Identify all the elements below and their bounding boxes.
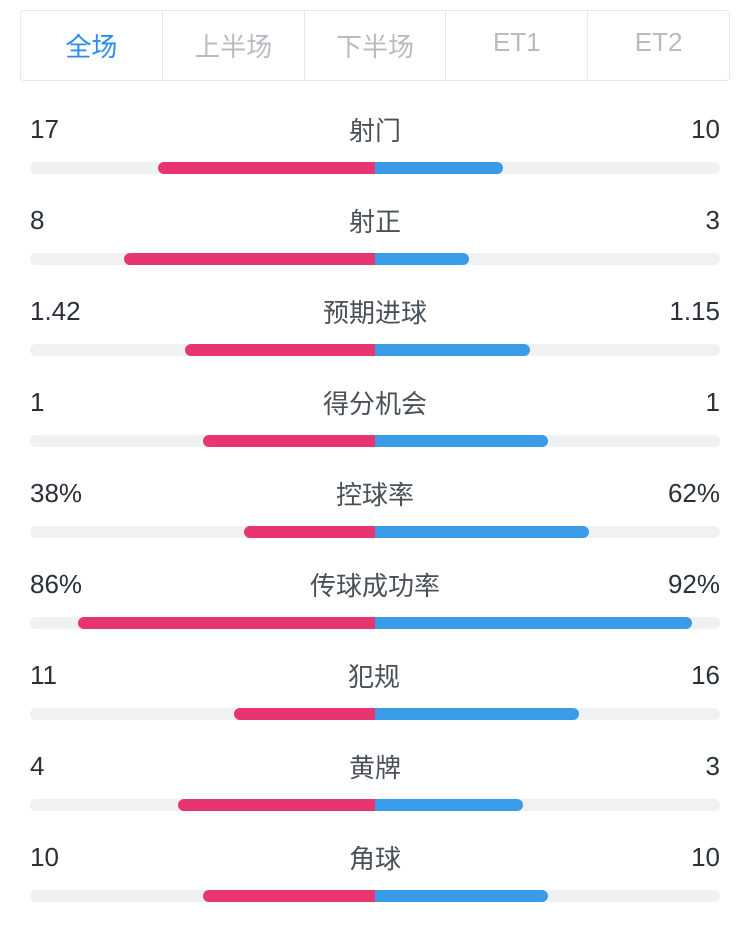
stat-header: 8 射正 3: [30, 202, 720, 239]
stat-bar-track: [30, 526, 720, 538]
stat-bar-left: [178, 799, 375, 811]
stat-row: 38% 控球率 62%: [30, 475, 720, 538]
stat-bar-track: [30, 617, 720, 629]
stat-value-right: 1.15: [669, 296, 720, 327]
stat-header: 17 射门 10: [30, 111, 720, 148]
stat-bar-left: [158, 162, 375, 174]
stat-value-right: 1: [706, 387, 720, 418]
stat-bar-track: [30, 253, 720, 265]
stat-bar-left: [203, 435, 376, 447]
stat-value-left: 4: [30, 751, 44, 782]
stat-bar-right: [375, 799, 523, 811]
stat-bar-right: [375, 435, 548, 447]
stat-bar-track: [30, 162, 720, 174]
stat-header: 10 角球 10: [30, 839, 720, 876]
stat-value-right: 10: [691, 842, 720, 873]
stat-label: 预期进球: [323, 293, 427, 330]
tab-4[interactable]: ET2: [588, 11, 729, 80]
stat-value-right: 92%: [668, 569, 720, 600]
stat-bar-track: [30, 344, 720, 356]
stat-value-right: 16: [691, 660, 720, 691]
stat-label: 黄牌: [349, 748, 401, 785]
stat-bar-left: [78, 617, 375, 629]
stat-bar-right: [375, 253, 469, 265]
stat-label: 控球率: [336, 475, 414, 512]
stat-row: 17 射门 10: [30, 111, 720, 174]
stat-bar-right: [375, 617, 692, 629]
stat-bar-right: [375, 526, 589, 538]
stat-header: 4 黄牌 3: [30, 748, 720, 785]
stat-value-left: 86%: [30, 569, 82, 600]
stat-header: 1.42 预期进球 1.15: [30, 293, 720, 330]
stat-bar-right: [375, 162, 503, 174]
tab-3[interactable]: ET1: [446, 11, 588, 80]
stat-bar-right: [375, 890, 548, 902]
stat-bar-track: [30, 799, 720, 811]
stat-label: 传球成功率: [310, 566, 440, 603]
tab-2[interactable]: 下半场: [305, 11, 447, 80]
stat-header: 86% 传球成功率 92%: [30, 566, 720, 603]
stat-value-left: 10: [30, 842, 59, 873]
stat-bar-track: [30, 890, 720, 902]
stat-row: 11 犯规 16: [30, 657, 720, 720]
tab-1[interactable]: 上半场: [163, 11, 305, 80]
stat-value-left: 1.42: [30, 296, 81, 327]
stat-header: 38% 控球率 62%: [30, 475, 720, 512]
stat-label: 得分机会: [323, 384, 427, 421]
stat-value-right: 62%: [668, 478, 720, 509]
stat-header: 11 犯规 16: [30, 657, 720, 694]
stat-bar-left: [185, 344, 375, 356]
stat-bar-right: [375, 344, 530, 356]
stat-row: 4 黄牌 3: [30, 748, 720, 811]
period-tabs: 全场上半场下半场ET1ET2: [20, 10, 730, 81]
stat-label: 角球: [349, 839, 401, 876]
stats-panel: 17 射门 10 8 射正 3 1.42 预期进球 1.15 1 得分机会 1 38% 控球率 62% 86%…: [0, 81, 750, 940]
stat-label: 射正: [349, 202, 401, 239]
stat-bar-right: [375, 708, 579, 720]
stat-label: 犯规: [348, 657, 400, 694]
stat-bar-left: [203, 890, 376, 902]
stat-value-left: 11: [30, 660, 57, 691]
stat-value-left: 8: [30, 205, 44, 236]
stat-bar-left: [234, 708, 375, 720]
stat-value-left: 38%: [30, 478, 82, 509]
tab-0[interactable]: 全场: [21, 11, 163, 80]
stat-row: 86% 传球成功率 92%: [30, 566, 720, 629]
stat-value-left: 17: [30, 114, 59, 145]
stat-bar-left: [124, 253, 375, 265]
stat-label: 射门: [349, 111, 401, 148]
stat-value-right: 3: [706, 751, 720, 782]
stat-row: 1.42 预期进球 1.15: [30, 293, 720, 356]
stat-row: 10 角球 10: [30, 839, 720, 902]
stat-value-right: 3: [706, 205, 720, 236]
stat-header: 1 得分机会 1: [30, 384, 720, 421]
stat-bar-left: [244, 526, 375, 538]
stat-bar-track: [30, 708, 720, 720]
stat-value-left: 1: [30, 387, 44, 418]
stat-value-right: 10: [691, 114, 720, 145]
stat-row: 8 射正 3: [30, 202, 720, 265]
stat-bar-track: [30, 435, 720, 447]
stat-row: 1 得分机会 1: [30, 384, 720, 447]
